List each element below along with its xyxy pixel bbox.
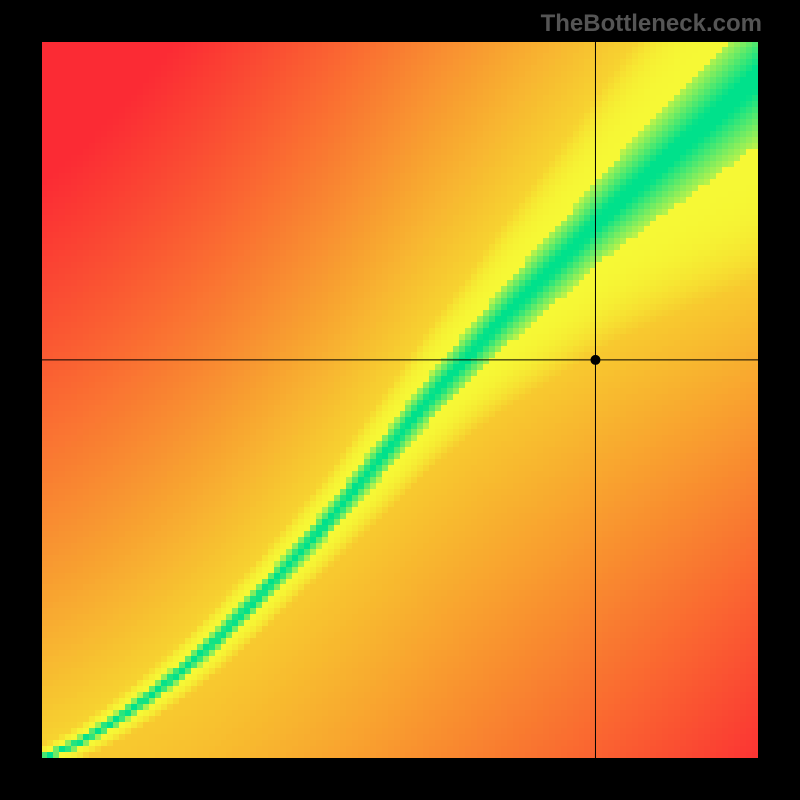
bottleneck-heatmap bbox=[42, 42, 758, 758]
watermark-text: TheBottleneck.com bbox=[541, 10, 762, 38]
